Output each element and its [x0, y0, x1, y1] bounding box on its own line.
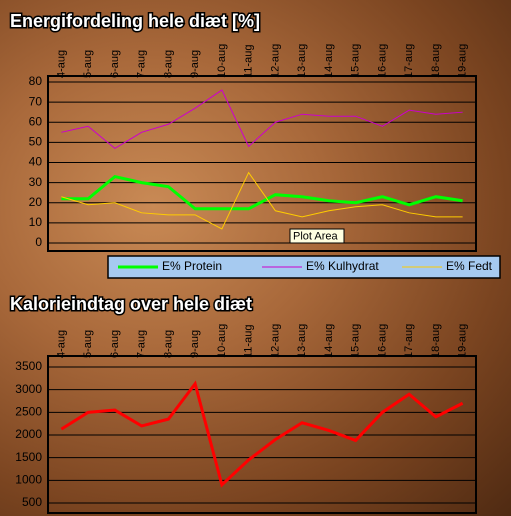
- x-tick-label: 6-aug: [109, 330, 121, 358]
- y-tick-label: 70: [29, 94, 43, 108]
- x-tick-label: 17-aug: [403, 324, 415, 358]
- y-tick-label: 40: [29, 155, 43, 169]
- data-line: [61, 174, 463, 211]
- x-tick-label: 15-aug: [350, 324, 362, 358]
- chart-title: Kalorieindtag over hele diæt: [10, 294, 252, 314]
- y-tick-label: 50: [29, 135, 43, 149]
- x-tick-label: 19-aug: [457, 44, 469, 78]
- x-tick-label: 13-aug: [296, 324, 308, 358]
- chart-title: Energifordeling hele diæt [%]: [10, 11, 260, 31]
- x-tick-label: 7-aug: [136, 50, 148, 78]
- x-tick-label: 6-aug: [109, 50, 121, 78]
- legend-label: E% Kulhydrat: [306, 259, 379, 273]
- tooltip: Plot Area: [293, 230, 339, 242]
- y-tick-label: 10: [29, 215, 43, 229]
- x-tick-label: 9-aug: [189, 50, 201, 78]
- y-tick-label: 500: [22, 495, 42, 509]
- x-tick-label: 8-aug: [162, 330, 174, 358]
- plot-frame: [47, 355, 477, 514]
- y-tick-label: 1500: [15, 450, 42, 464]
- y-tick-label: 3500: [15, 359, 42, 373]
- x-tick-label: 12-aug: [269, 324, 281, 358]
- x-tick-label: 9-aug: [189, 330, 201, 358]
- x-tick-label: 10-aug: [216, 44, 228, 78]
- y-tick-label: 2500: [15, 405, 42, 419]
- x-tick-label: 15-aug: [350, 44, 362, 78]
- plot-frame: [47, 75, 477, 252]
- legend-label: E% Protein: [162, 259, 222, 273]
- x-tick-label: 4-aug: [55, 330, 67, 358]
- y-tick-label: 1000: [15, 473, 42, 487]
- x-tick-label: 18-aug: [430, 44, 442, 78]
- x-tick-label: 5-aug: [82, 330, 94, 358]
- data-line: [61, 171, 463, 230]
- y-tick-label: 3000: [15, 382, 42, 396]
- y-tick-label: 80: [29, 74, 43, 88]
- x-tick-label: 5-aug: [82, 50, 94, 78]
- x-tick-label: 11-aug: [243, 45, 255, 78]
- x-tick-label: 10-aug: [216, 324, 228, 358]
- y-tick-label: 0: [35, 235, 42, 249]
- x-tick-label: 7-aug: [136, 330, 148, 358]
- x-tick-label: 19-aug: [457, 324, 469, 358]
- y-tick-label: 2000: [15, 427, 42, 441]
- x-tick-label: 17-aug: [403, 44, 415, 78]
- x-tick-label: 14-aug: [323, 44, 335, 78]
- x-tick-label: 14-aug: [323, 324, 335, 358]
- y-tick-label: 20: [29, 195, 43, 209]
- legend: E% Protein E% Kulhydrat E% Fedt: [107, 255, 501, 279]
- y-tick-label: 30: [29, 175, 43, 189]
- y-tick-label: 60: [29, 114, 43, 128]
- tooltip-box: [289, 228, 345, 244]
- x-tick-label: 8-aug: [162, 50, 174, 78]
- x-tick-label: 16-aug: [376, 324, 388, 358]
- x-tick-label: 4-aug: [55, 50, 67, 78]
- x-tick-label: 16-aug: [376, 44, 388, 78]
- x-tick-label: 13-aug: [296, 44, 308, 78]
- data-line: [61, 89, 463, 150]
- x-tick-label: 11-aug: [243, 325, 255, 358]
- x-tick-label: 18-aug: [430, 324, 442, 358]
- x-tick-label: 12-aug: [269, 44, 281, 78]
- data-line: [60, 380, 464, 488]
- legend-label: E% Fedt: [446, 259, 493, 273]
- legend-box: [107, 255, 501, 279]
